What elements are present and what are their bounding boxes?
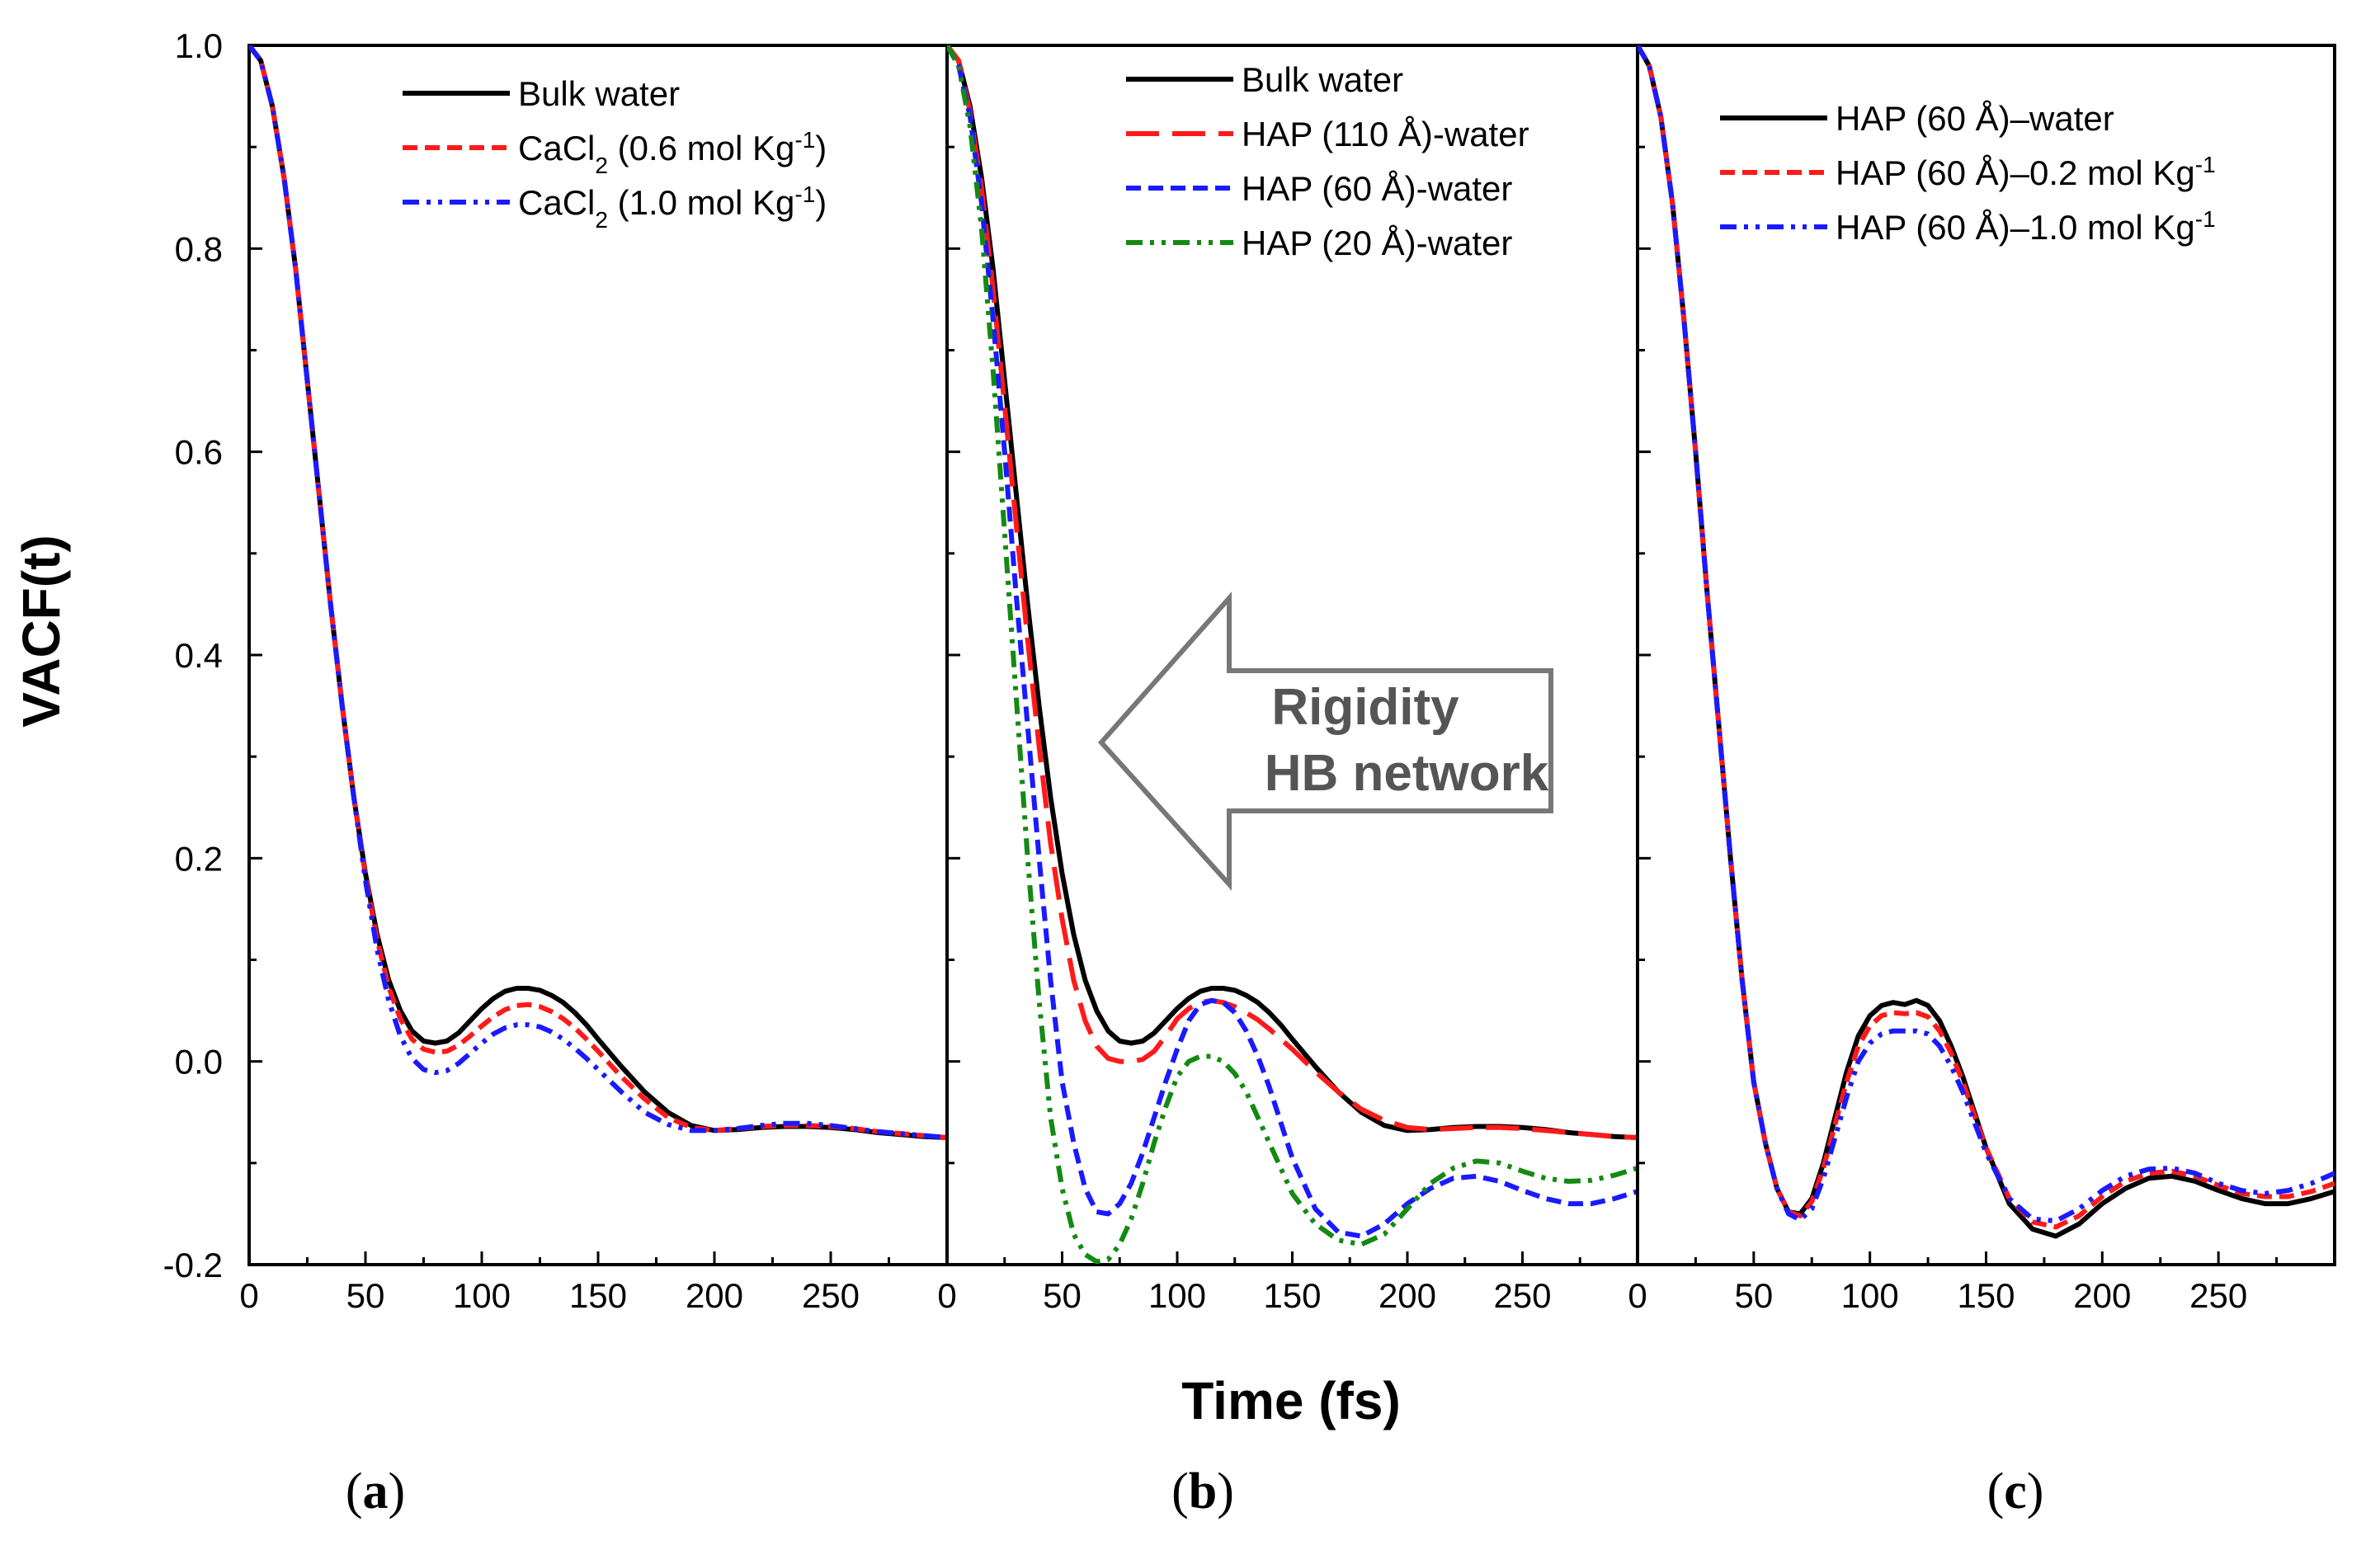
series-line-2 [249,45,947,1140]
panel-b: 0 50 100 150 200 250 Bulk water HAP (110 Å)-wat… [937,44,1639,1315]
legend: HAP (60 Å)–water HAP (60 Å)–0.2 mol Kg-1 H… [1720,99,2216,247]
y-tick-label: 0.0 [175,1043,223,1082]
x-tick-label: 200 [2073,1276,2131,1315]
legend-label: Bulk water [518,74,680,113]
x-tick-label: 0 [937,1276,956,1315]
legend-label: HAP (110 Å)-water [1242,115,1529,153]
panel-label-c: (c) [1987,1463,2044,1520]
series-line-2 [1638,45,2335,1223]
y-tick-label: 0.4 [175,636,223,675]
legend-label: HAP (20 Å)-water [1242,224,1512,262]
legend: Bulk water CaCl2 (0.6 mol Kg-1)CaCl2 (1.0… [403,74,827,233]
legend-label: CaCl2 (1.0 mol Kg-1) [518,181,827,233]
y-tick-label: -0.2 [163,1246,223,1284]
x-axis-title: Time (fs) [1181,1371,1401,1430]
annotation-line-2: HB network [1265,745,1549,802]
legend: Bulk water HAP (110 Å)-water HAP (60 Å)-wa… [1126,60,1529,262]
left-arrow-icon [1097,591,1553,891]
x-tick-label: 150 [569,1276,627,1315]
panel-label-a: (a) [346,1463,405,1520]
x-tick-label: 100 [1841,1276,1899,1315]
series-line-2 [947,45,1638,1239]
x-tick-label: 250 [2189,1276,2247,1315]
x-tick-label: 50 [1734,1276,1773,1315]
y-tick-label: 0.6 [175,433,223,472]
legend-label: HAP (60 Å)-water [1242,169,1512,208]
x-tick-label: 100 [1148,1276,1206,1315]
x-tick-label: 50 [346,1276,385,1315]
legend-label: HAP (60 Å)–1.0 mol Kg-1 [1836,206,2216,247]
rigidity-arrow-annotation: Rigidity HB network [1097,591,1553,891]
x-tick-label: 150 [1957,1276,2015,1315]
x-tick-label: 250 [1493,1276,1551,1315]
panel-a: 0 50 100 150 200 250 -0.2 0.0 0.2 0.4 0.6 0.8 1.0 Bul… [163,26,949,1315]
y-axis-title: VACF(t) [12,535,71,727]
y-tick-label: 0.2 [175,839,223,878]
series-line-3 [947,45,1638,1265]
x-tick-label: 0 [239,1276,258,1315]
x-tick-label: 200 [1379,1276,1436,1315]
legend-label: HAP (60 Å)–0.2 mol Kg-1 [1836,152,2216,193]
annotation-line-1: Rigidity [1271,679,1459,736]
x-tick-label: 150 [1263,1276,1321,1315]
x-tick-label: 0 [1628,1276,1647,1315]
legend-label: HAP (60 Å)–water [1836,99,2114,138]
x-tick-label: 200 [686,1276,743,1315]
x-tick-label: 50 [1043,1276,1082,1315]
x-tick-label: 100 [453,1276,511,1315]
y-tick-label: 0.8 [175,229,223,268]
y-tick-label: 1.0 [175,26,223,65]
panel-label-b: (b) [1171,1463,1234,1520]
legend-label: CaCl2 (0.6 mol Kg-1) [518,127,827,178]
series-line-1 [1638,45,2335,1230]
x-tick-label: 250 [802,1276,860,1315]
legend-label: Bulk water [1242,60,1403,99]
